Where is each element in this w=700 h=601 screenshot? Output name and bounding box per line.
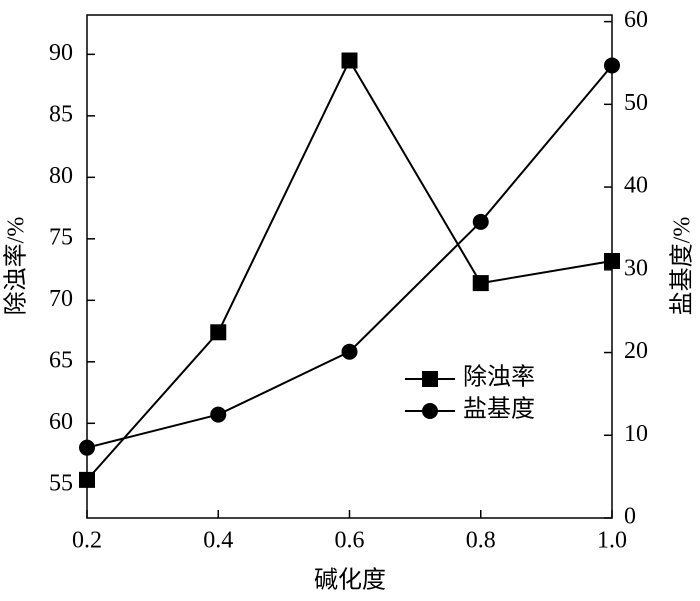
marker (79, 471, 95, 488)
y2-tick-label: 40 (624, 173, 648, 199)
x-axis-label: 碱化度 (314, 567, 386, 594)
y-tick-label: 75 (49, 224, 73, 250)
y-tick-label: 70 (49, 286, 73, 312)
x-tick-label: 1.0 (597, 528, 627, 554)
y-tick-label: 55 (49, 470, 73, 496)
legend-marker (422, 371, 438, 387)
y-tick-label: 65 (49, 347, 73, 373)
legend-label: 除浊率 (463, 364, 535, 391)
marker (79, 439, 95, 456)
y2-tick-label: 0 (624, 504, 636, 530)
marker (210, 406, 227, 423)
legend-label: 盐基度 (463, 396, 535, 423)
plot-frame (86, 14, 613, 519)
marker (604, 57, 620, 74)
y-tick-label: 60 (49, 409, 73, 435)
y2-tick-label: 30 (624, 255, 648, 281)
marker (210, 324, 227, 341)
y-tick-label: 90 (49, 40, 73, 66)
marker (604, 252, 620, 269)
x-tick-label: 0.8 (466, 528, 496, 554)
y2-tick-label: 20 (624, 338, 648, 364)
legend-marker (422, 403, 438, 419)
y2-axis-label: 盐基度/% (669, 217, 696, 316)
marker (472, 275, 489, 292)
marker (341, 343, 358, 360)
marker (341, 52, 358, 69)
marker (472, 213, 489, 230)
y-tick-label: 80 (49, 163, 73, 189)
x-tick-label: 0.4 (203, 528, 233, 554)
y2-tick-label: 10 (624, 421, 648, 447)
y-tick-label: 85 (49, 101, 73, 127)
y-axis-label: 除浊率/% (3, 217, 30, 316)
x-tick-label: 0.2 (72, 528, 102, 554)
y2-tick-label: 50 (624, 90, 648, 116)
y2-tick-label: 60 (624, 7, 648, 33)
x-tick-label: 0.6 (335, 528, 365, 554)
